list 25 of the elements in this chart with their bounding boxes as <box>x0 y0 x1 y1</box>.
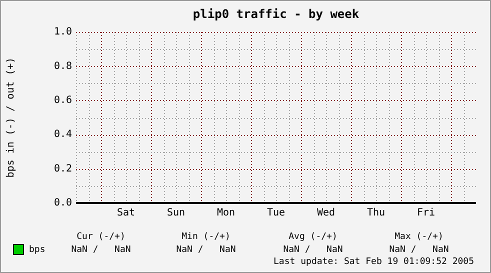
text: NaN / NaN <box>70 245 132 255</box>
legend-label: bps <box>29 244 46 254</box>
x-tick-label: Thu <box>366 208 386 219</box>
x-tick-label: Fri <box>416 208 436 219</box>
x-tick-label: Tue <box>266 208 286 219</box>
chart-title: plip0 traffic - by week <box>192 7 360 22</box>
y-tick-label: 0.0 <box>54 198 72 209</box>
x-tick-label: Mon <box>216 208 236 219</box>
text: NaN / NaN <box>175 245 237 255</box>
x-tick-label: Sat <box>116 208 136 219</box>
text: NaN / NaN <box>282 245 344 255</box>
text: Min (-/+) <box>180 232 232 242</box>
text: NaN / NaN <box>388 245 450 255</box>
text: Max (-/+) <box>394 232 444 242</box>
y-tick-label: 0.8 <box>54 60 72 72</box>
x-tick-label: Wed <box>316 208 336 219</box>
text: Avg (-/+) <box>288 232 338 242</box>
text: Cur (-/+) <box>76 232 126 242</box>
y-axis-title: bps in (-) / out (+) <box>6 57 17 178</box>
y-tick-label: 1.0 <box>54 26 72 38</box>
x-tick-label: Sun <box>166 208 186 219</box>
text: Last update: Sat Feb 19 01:09:52 2005 <box>274 257 474 267</box>
y-tick-label: 0.6 <box>54 94 72 106</box>
y-tick-label: 0.2 <box>54 163 72 174</box>
y-tick-label: 0.4 <box>54 129 72 140</box>
